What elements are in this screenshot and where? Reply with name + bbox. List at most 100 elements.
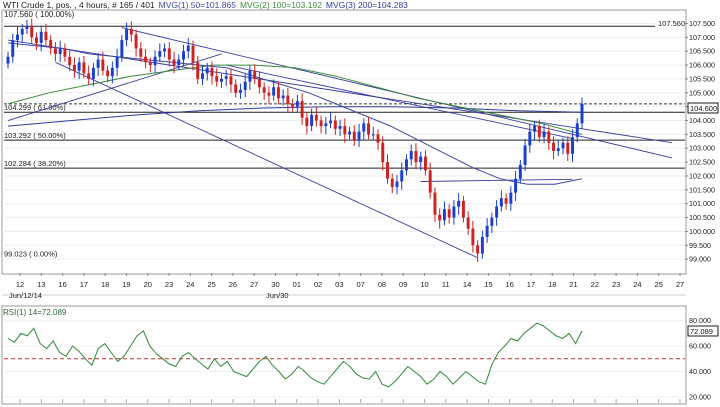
candle-body (367, 123, 370, 135)
x-tick-label: 17 (527, 280, 535, 289)
candle-body (291, 103, 295, 107)
price-tick-label: 102.500 (689, 158, 715, 167)
candle-body (495, 206, 499, 218)
candle-body (106, 70, 110, 77)
candle-body (556, 148, 560, 152)
candle-body (144, 56, 148, 63)
candle-body (400, 170, 404, 182)
candle-body (196, 62, 200, 79)
candle-body (53, 48, 57, 54)
candle-body (243, 81, 247, 91)
candle-body (134, 34, 138, 49)
candle-body (395, 181, 399, 188)
candle-body (186, 45, 190, 52)
x-tick-label: 14 (463, 280, 471, 289)
candle-body (77, 62, 81, 71)
x-tick-label: 23 (165, 280, 173, 289)
fibonacci-levels: 104.299 ( 61.80%) 103.292 ( 50.00%) 102.28… (4, 25, 685, 258)
trendline (55, 61, 478, 259)
x-tick-label: 19 (122, 280, 130, 289)
rsi-label: RSI(1) 14=72.089 (3, 308, 67, 317)
mvg3-200-line (7, 106, 583, 127)
candle-body (267, 92, 271, 96)
candle-body (25, 26, 29, 30)
x-tick-label: 24 (633, 280, 641, 289)
x-tick-label: 03 (335, 280, 343, 289)
candle-body (63, 48, 67, 57)
fib-level-label: 103.292 ( 50.00%) (4, 131, 66, 140)
candle-body (201, 73, 204, 79)
x-tick-label: 01 (293, 280, 301, 289)
candle-body (414, 151, 418, 163)
candle-body (91, 67, 95, 79)
x-tick-label: 18 (101, 280, 109, 289)
candle-body (167, 48, 171, 60)
x-tick-label: 08 (378, 280, 386, 289)
candle-body (485, 225, 489, 237)
x-tick-label: 07 (356, 280, 364, 289)
price-tick-label: 103.500 (689, 130, 715, 139)
candle-body (371, 134, 375, 136)
candle-body (34, 37, 38, 43)
candle-body (461, 200, 465, 218)
candle-body (257, 78, 261, 88)
candle-body (499, 198, 503, 207)
candle-body (338, 126, 342, 129)
rsi-line (7, 322, 583, 388)
candle-body (419, 156, 423, 163)
x-axis: 12 13 16 17 18 19 20 23 24 25 26 27 30 01 02 03 07 08 09 10… (9, 273, 684, 403)
rsi-tick-label: 40.000 (689, 367, 711, 376)
x-tick-label: 27 (676, 280, 684, 289)
candle-body (305, 117, 309, 127)
candle-body (262, 87, 266, 93)
current-price-box (687, 102, 719, 114)
x-tick-label: 15 (484, 280, 492, 289)
candle-body (163, 48, 167, 52)
candle-body (518, 164, 522, 179)
candle-body (362, 123, 366, 132)
price-tick-label: 99.500 (689, 241, 711, 250)
candle-body (329, 120, 333, 124)
candle-body (101, 59, 105, 71)
candle-body (234, 84, 238, 93)
x-tick-label: 20 (144, 280, 152, 289)
candle-body (447, 209, 451, 218)
candle-body (324, 123, 328, 127)
candle-body (523, 145, 527, 165)
price-tick-label: 99.000 (689, 255, 711, 264)
price-tick-label: 107.000 (689, 33, 715, 42)
price-tick-label: 102.000 (689, 171, 715, 180)
x-tick-label: 16 (58, 280, 66, 289)
candle-body (96, 59, 100, 68)
x-tick-label: 17 (80, 280, 88, 289)
candle-body (376, 134, 380, 143)
candle-body (125, 29, 129, 41)
x-tick-label: 24 (186, 280, 194, 289)
current-price-label: 104.600 (690, 104, 717, 113)
price-tick-label: 103.000 (689, 144, 715, 153)
candle-body (552, 142, 556, 152)
candle-body (314, 114, 318, 121)
candle-body (276, 87, 280, 99)
candle-body (310, 114, 314, 127)
candle-body (386, 162, 389, 179)
candle-body (82, 62, 86, 74)
candle-body (471, 228, 475, 246)
rsi-tick-label: 60.000 (689, 342, 711, 351)
candle-body (158, 51, 162, 57)
candle-body (182, 51, 185, 60)
candle-body (229, 76, 233, 85)
x-tick-label: 25 (655, 280, 663, 289)
candle-body (390, 178, 394, 188)
mvg2-100-line (7, 64, 583, 135)
candle-body (30, 26, 34, 38)
candle-body (129, 29, 133, 35)
price-tick-label: 106.500 (689, 47, 715, 56)
candle-body (224, 76, 228, 79)
candle-body (490, 217, 494, 226)
rsi-tick-label: 20.000 (689, 392, 711, 401)
rsi-panel-frame (1, 305, 687, 405)
price-tick-label: 101.500 (689, 185, 715, 194)
fib-level-label: 102.284 ( 38.20%) (4, 159, 66, 168)
